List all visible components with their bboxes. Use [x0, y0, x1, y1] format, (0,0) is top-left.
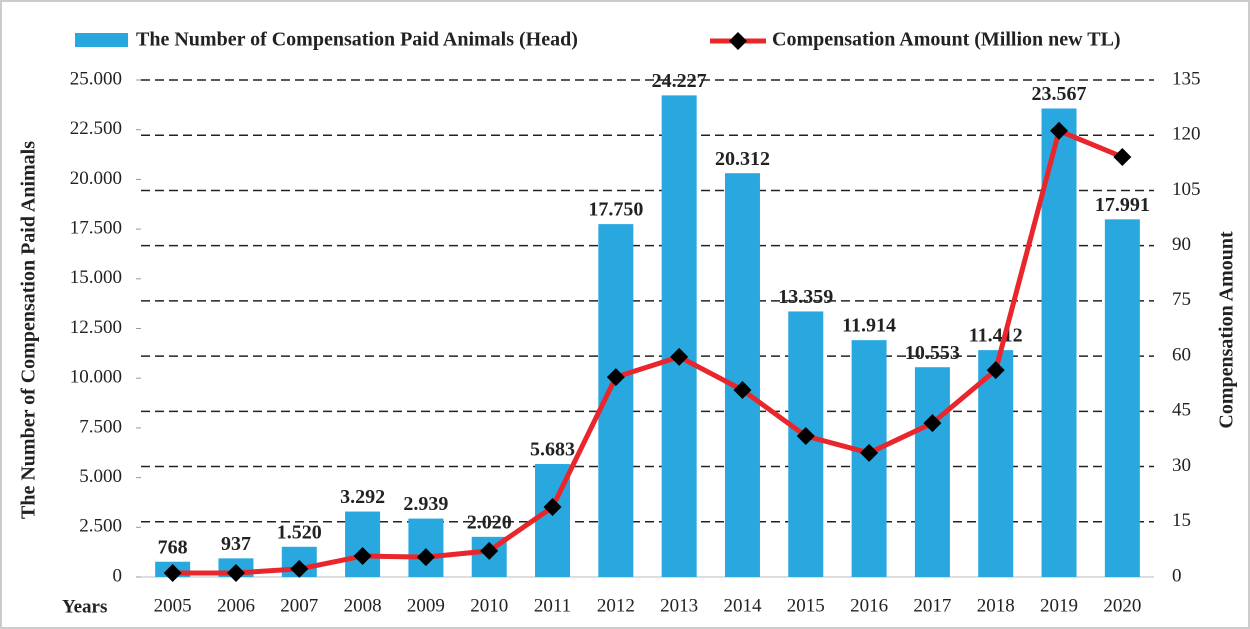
x-tick-label: 2008 — [344, 595, 382, 616]
data-label: 2.939 — [403, 493, 448, 515]
data-label: 13.359 — [778, 286, 833, 308]
data-label: 768 — [158, 536, 188, 558]
y-tick-label: 17.500 — [70, 217, 122, 238]
x-tick-label: 2011 — [534, 595, 571, 616]
x-tick-label: 2010 — [470, 595, 508, 616]
x-tick-label: 2015 — [787, 595, 825, 616]
line-marker — [1050, 121, 1069, 140]
y-tick-label: 25.000 — [70, 68, 122, 89]
x-tick-label: 2009 — [407, 595, 445, 616]
y2-tick-label: 90 — [1172, 234, 1191, 255]
x-tick-label: 2012 — [597, 595, 635, 616]
bar — [724, 173, 760, 577]
legend-marker — [729, 32, 747, 50]
y-tick-label: 10.000 — [70, 367, 122, 388]
y2-tick-label: 60 — [1172, 344, 1191, 365]
data-label: 11.412 — [969, 325, 1023, 347]
line-marker — [226, 563, 245, 582]
y-axis-label: The Number of Compensation Paid Animals — [18, 141, 40, 519]
legend-swatch — [75, 33, 128, 47]
y-tick-label: 22.500 — [70, 118, 122, 139]
bar — [1104, 219, 1140, 577]
line — [172, 128, 1124, 576]
line-marker — [353, 547, 372, 566]
bar — [661, 95, 697, 577]
y2-tick-label: 15 — [1172, 510, 1191, 531]
y2-tick-label: 75 — [1172, 289, 1191, 310]
data-label: 1.520 — [277, 521, 322, 543]
x-tick-label: 2006 — [217, 595, 255, 616]
x-tick-label: 2017 — [913, 595, 951, 616]
x-tick-label: 2018 — [977, 595, 1015, 616]
line-marker — [796, 426, 815, 445]
data-label: 17.991 — [1095, 194, 1150, 216]
line-marker — [163, 563, 182, 582]
legend-label: Compensation Amount (Million new TL) — [772, 29, 1121, 51]
y-tick-label: 15.000 — [70, 267, 122, 288]
line-marker — [986, 361, 1005, 380]
y-tick-label: 5.000 — [79, 466, 122, 487]
x-tick-label: 2013 — [660, 595, 698, 616]
x-tick-label: 2016 — [850, 595, 888, 616]
line-marker — [416, 548, 435, 567]
data-label: 17.750 — [588, 199, 643, 221]
data-label: 937 — [221, 533, 251, 555]
line-marker — [733, 380, 752, 399]
x-tick-label: 2005 — [154, 595, 192, 616]
data-label: 10.553 — [905, 342, 960, 364]
legend-label: The Number of Compensation Paid Animals … — [136, 29, 578, 51]
line-marker — [543, 498, 562, 517]
line-marker — [480, 541, 499, 560]
y2-tick-label: 30 — [1172, 455, 1191, 476]
y-tick-label: 2.500 — [79, 516, 122, 537]
x-tick-label: 2014 — [723, 595, 762, 616]
bar — [914, 367, 950, 577]
data-label: 24.227 — [652, 70, 707, 92]
x-axis-label: Years — [62, 596, 107, 617]
line-marker — [1113, 147, 1132, 166]
line-marker — [290, 559, 309, 578]
data-label: 11.914 — [842, 315, 896, 337]
y2-axis-label: Compensation Amount — [1216, 231, 1238, 429]
bar — [408, 518, 444, 577]
y2-tick-label: 120 — [1172, 124, 1201, 145]
y-tick-label: 0 — [113, 565, 123, 586]
data-label: 5.683 — [530, 439, 575, 461]
data-label: 3.292 — [340, 486, 385, 508]
bar — [345, 511, 381, 577]
data-label: 20.312 — [715, 148, 770, 170]
y2-tick-label: 0 — [1172, 565, 1182, 586]
line-marker — [606, 368, 625, 387]
bar — [978, 350, 1014, 577]
y-tick-label: 12.500 — [70, 317, 122, 338]
line-marker — [923, 414, 942, 433]
x-tick-label: 2007 — [280, 595, 318, 616]
y2-tick-label: 135 — [1172, 68, 1201, 89]
y-tick-label: 7.500 — [79, 416, 122, 437]
y2-tick-label: 45 — [1172, 400, 1191, 421]
bar — [1041, 108, 1077, 577]
x-tick-label: 2020 — [1103, 595, 1141, 616]
y-tick-label: 20.000 — [70, 168, 122, 189]
y2-tick-label: 105 — [1172, 179, 1201, 200]
data-label: 23.567 — [1032, 83, 1087, 105]
line-marker — [860, 443, 879, 462]
x-tick-label: 2019 — [1040, 595, 1078, 616]
data-label: 2.020 — [467, 511, 512, 533]
line-marker — [670, 347, 689, 366]
